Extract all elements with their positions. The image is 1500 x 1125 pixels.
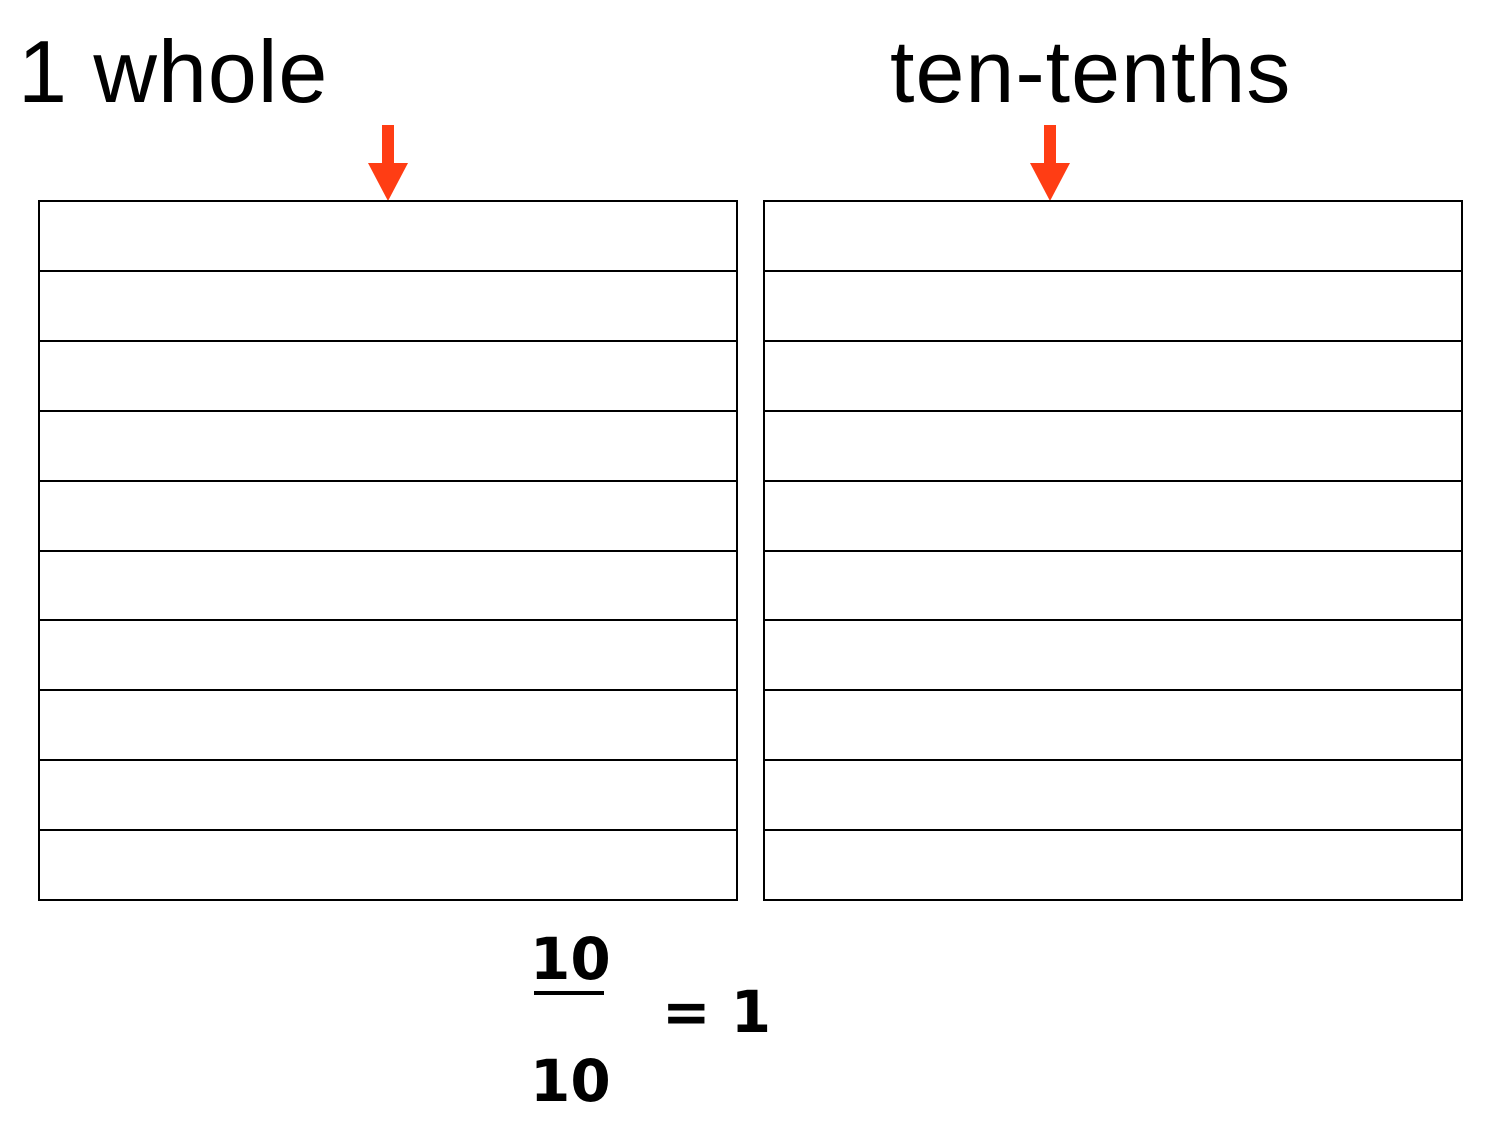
arrow-shaft — [382, 125, 394, 165]
tenth-strip — [40, 829, 736, 899]
tenth-strip — [765, 202, 1461, 270]
tenth-strip — [765, 619, 1461, 689]
tenth-strip — [40, 480, 736, 550]
heading-one-whole: 1 whole — [18, 28, 328, 116]
heading-ten-tenths: ten-tenths — [890, 28, 1291, 116]
tenth-strip — [765, 829, 1461, 899]
down-arrow-icon — [1030, 125, 1070, 201]
tenth-strip — [765, 550, 1461, 620]
whole-grid — [38, 200, 738, 901]
fraction-numerator: 10 — [530, 930, 610, 988]
tenth-strip — [40, 202, 736, 270]
tenth-strip — [40, 759, 736, 829]
fraction-bar — [534, 991, 604, 995]
fraction-denominator: 10 — [530, 1052, 610, 1110]
tenth-strip — [765, 689, 1461, 759]
arrow-shaft — [1044, 125, 1056, 165]
tenth-strip — [765, 270, 1461, 340]
tenth-strip — [40, 619, 736, 689]
tenth-strip — [765, 340, 1461, 410]
tenth-strip — [765, 759, 1461, 829]
tenths-grid — [763, 200, 1463, 901]
arrow-head — [1030, 163, 1070, 201]
tenth-strip — [765, 480, 1461, 550]
tenth-strip — [40, 340, 736, 410]
down-arrow-icon — [368, 125, 408, 201]
tenth-strip — [40, 270, 736, 340]
tenth-strip — [40, 550, 736, 620]
arrow-head — [368, 163, 408, 201]
tenth-strip — [40, 410, 736, 480]
equals-one: = 1 — [662, 983, 771, 1041]
tenth-strip — [765, 410, 1461, 480]
tenth-strip — [40, 689, 736, 759]
